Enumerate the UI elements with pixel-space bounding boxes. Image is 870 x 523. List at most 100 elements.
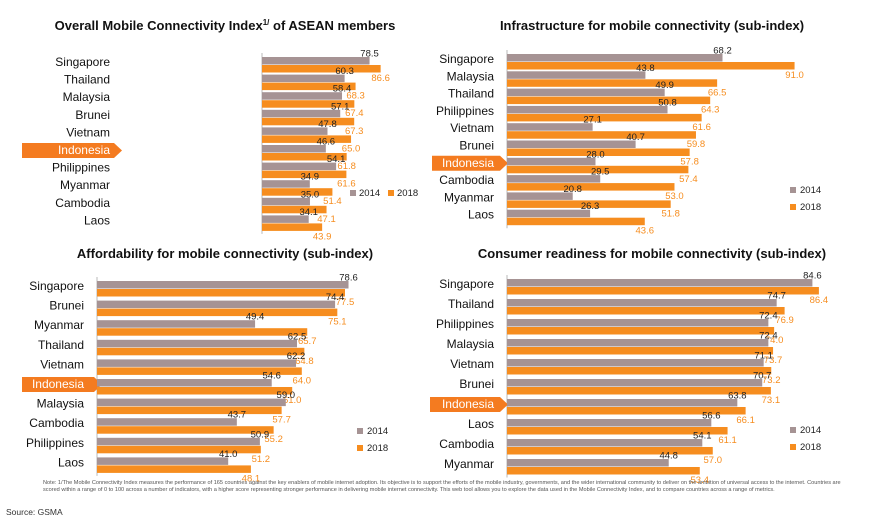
chart1-bar-2018-malaysia [262,100,355,108]
chart1-bar-2018-singapore [262,65,381,73]
chart1-value-2014-philippines: 54.1 [327,154,346,165]
chart2-value-2018-vietnam: 59.8 [687,139,706,150]
chart4-legend-label-2018: 2018 [800,442,821,453]
chart4-bar-2018-cambodia [507,447,713,455]
chart2-bar-2014-myanmar [507,192,573,200]
chart1-title: Overall Mobile Connectivity Index1/ of A… [55,18,396,33]
chart2-value-2018-laos: 43.6 [636,226,655,237]
chart1-bar-2018-brunei [262,117,355,126]
chart3-legend-swatch-2018 [357,445,363,451]
chart4-value-2014-philippines: 72.4 [759,311,778,322]
chart4-value-2018-indonesia: 66.1 [736,415,755,426]
chart1-value-2018-philippines: 61.6 [337,179,356,190]
source-note: Source: GSMA [6,507,63,517]
chart4-bar-2014-singapore [507,279,813,287]
chart4-category-label-laos: Laos [468,417,494,431]
chart1-bar-2014-indonesia [262,145,326,153]
chart3-value-2018-philippines: 51.2 [252,454,271,465]
chart1-bar-2014-thailand [262,74,345,83]
chart3-value-2018-singapore: 77.5 [336,297,355,308]
chart2-value-2014-vietnam: 27.1 [583,115,602,126]
chart2-bar-2014-singapore [507,54,723,62]
chart3-legend-swatch-2014 [357,428,363,434]
chart2-value-2014-malaysia: 43.8 [636,63,655,74]
chart1-legend-label-2014: 2014 [359,188,380,199]
chart1-value-2018-brunei: 67.3 [345,126,364,137]
chart4-value-2014-malaysia: 72.4 [759,331,778,342]
chart4-bar-2014-brunei [507,379,763,387]
chart2-category-label-philippines: Philippines [436,104,494,118]
chart3-category-label-myanmar: Myanmar [34,318,84,332]
chart4-value-2014-thailand: 74.7 [767,291,786,302]
chart2-value-2014-brunei: 40.7 [626,132,645,143]
chart4-value-2014-indonesia: 63.8 [728,391,747,402]
chart4-value-2014-vietnam: 71.1 [754,351,773,362]
chart2-bar-2014-cambodia [507,175,601,183]
chart3-bar-2014-brunei [97,300,336,309]
chart1-bar-2018-laos [262,223,323,231]
chart4-bar-2014-indonesia [507,399,738,407]
chart1-category-label-myanmar: Myanmar [60,178,110,192]
chart2-highlight-arrow [432,155,508,171]
chart1-bar-2018-vietnam [262,135,352,143]
chart4-value-2018-brunei: 73.1 [762,395,781,406]
chart1-value-2014-myanmar: 34.9 [301,172,320,183]
chart2-value-2014-singapore: 68.2 [713,46,732,57]
chart3-value-2018-indonesia: 61.0 [283,395,302,406]
chart1-bar-2014-myanmar [262,180,310,188]
chart1-value-2018-myanmar: 51.4 [323,196,342,207]
chart2-category-label-brunei: Brunei [459,139,494,153]
chart3-category-label-singapore: Singapore [29,279,84,293]
chart3-bar-2018-malaysia [97,406,282,415]
chart2-legend-swatch-2018 [790,204,796,210]
chart2-bar-2014-malaysia [507,71,646,79]
chart4-category-label-malaysia: Malaysia [447,337,495,351]
chart2-category-label-vietnam: Vietnam [450,121,494,135]
chart3-category-label-philippines: Philippines [26,436,84,450]
chart1-category-label-brunei: Brunei [75,108,110,122]
chart4-bar-2018-brunei [507,387,771,395]
chart2-bar-2018-thailand [507,96,711,105]
chart3-bar-2018-myanmar [97,328,308,336]
chart2-value-2018-indonesia: 57.4 [679,174,698,185]
chart3-highlight-arrow [22,377,102,392]
footnote: Note: 1/The Mobile Connectivity Index me… [43,480,841,493]
chart2-category-label-malaysia: Malaysia [447,69,495,83]
chart3-value-2018-laos: 48.1 [242,473,261,484]
chart1-category-label-philippines: Philippines [52,161,110,175]
chart1-value-2018-singapore: 86.6 [371,73,390,84]
chart4-value-2018-singapore: 86.4 [810,295,829,306]
chart2-category-label-singapore: Singapore [439,52,494,66]
chart4-category-label-myanmar: Myanmar [444,457,494,471]
chart3-value-2014-singapore: 78.6 [339,273,358,284]
chart1-value-2014-malaysia: 58.4 [333,84,352,95]
chart1-bar-2014-vietnam [262,127,328,135]
chart3-value-2014-laos: 41.0 [219,449,238,460]
chart4-bar-2018-thailand [507,307,785,315]
chart1-category-label-malaysia: Malaysia [63,90,111,104]
chart3-bar-2014-vietnam [97,359,297,367]
chart4-value-2014-brunei: 70.7 [753,371,772,382]
chart4-bar-2014-cambodia [507,439,703,447]
chart3-bar-2018-philippines [97,445,261,454]
chart4-bar-2018-philippines [507,327,775,335]
chart4-bar-2018-singapore [507,287,819,295]
chart2-category-label-laos: Laos [468,208,494,222]
chart4-value-2014-laos: 56.6 [702,411,721,422]
chart3-value-2014-myanmar: 49.4 [246,312,265,323]
chart2-category-label-myanmar: Myanmar [444,190,494,204]
chart2-legend-swatch-2014 [790,187,796,193]
chart2-value-2018-thailand: 64.3 [701,105,720,116]
chart4-category-label-vietnam: Vietnam [450,357,494,371]
chart4-bar-2014-malaysia [507,339,769,347]
chart1-category-label-indonesia: Indonesia [58,143,110,157]
chart4-bar-2018-vietnam [507,367,772,375]
chart1-bar-2014-malaysia [262,92,343,100]
chart4-value-2018-myanmar: 53.4 [691,475,710,486]
chart1-legend-label-2018: 2018 [397,188,418,199]
chart4-value-2014-cambodia: 54.1 [693,431,712,442]
chart4-bar-2014-vietnam [507,359,764,367]
chart1-value-2014-thailand: 60.3 [335,66,354,77]
chart4-bar-2018-indonesia [507,407,746,415]
